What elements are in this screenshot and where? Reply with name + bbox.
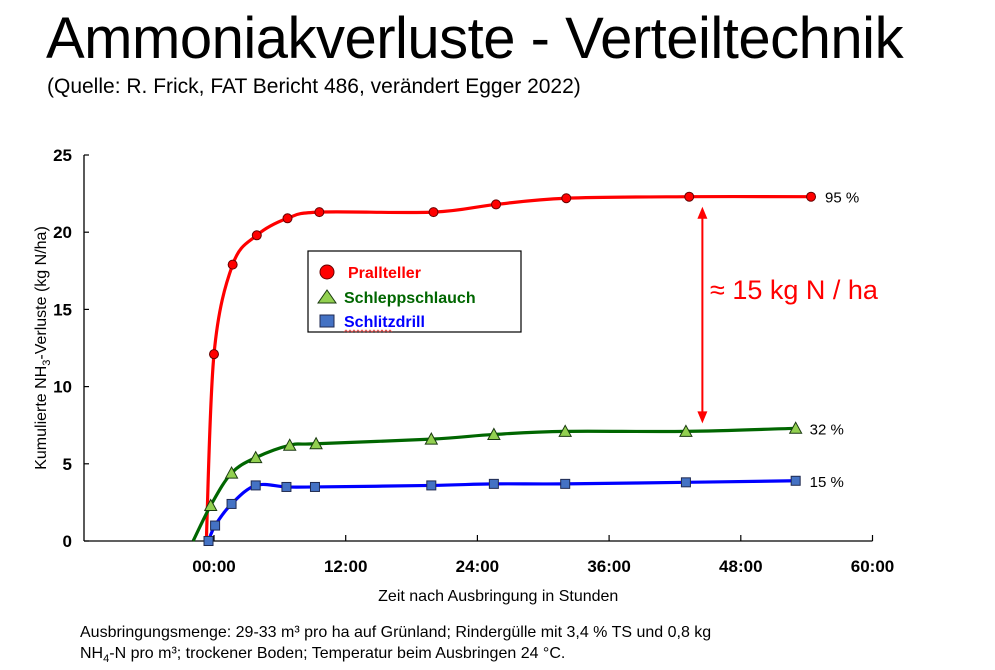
arrow-head-up-icon	[697, 206, 708, 219]
y-tick-label: 0	[63, 532, 72, 551]
data-point	[426, 480, 437, 491]
data-point	[209, 349, 219, 360]
legend-label-schleppschlauch: Schleppschlauch	[344, 290, 476, 307]
data-point	[424, 432, 439, 445]
data-point	[558, 424, 573, 437]
x-tick-label: 24:00	[456, 557, 499, 576]
y-tick-label: 10	[53, 378, 72, 397]
data-point	[210, 520, 221, 531]
data-point	[679, 424, 693, 437]
data-point	[561, 193, 572, 204]
x-tick-label: 12:00	[324, 557, 367, 576]
x-tick-label: 36:00	[587, 557, 630, 576]
chart-annotations: ≈ 15 kg N / ha	[697, 206, 879, 424]
data-point	[203, 498, 218, 511]
end-percent-label: 95 %	[825, 190, 859, 207]
data-point	[309, 436, 323, 450]
chart-legend: Prallteller Schleppschlauch Schlitzdrill	[307, 250, 522, 333]
data-point	[282, 213, 293, 224]
end-percent-label: 15 %	[810, 474, 844, 491]
data-point	[282, 438, 297, 451]
footnote-line-2: NH4-N pro m³; trockener Boden; Temperatu…	[80, 645, 566, 666]
spellcheck-underline	[343, 329, 393, 333]
data-point	[226, 498, 237, 509]
data-point	[790, 475, 801, 486]
legend-circle-icon	[319, 264, 335, 280]
chart-axes: 0 5 10 15 20 25 00:00 12:00 24:00 36:00 48:00 60:00…	[33, 146, 894, 605]
data-point	[684, 191, 695, 202]
x-tick-label: 00:00	[192, 557, 235, 576]
data-point	[281, 481, 292, 492]
data-point	[250, 480, 261, 491]
data-point	[806, 191, 817, 202]
difference-annotation: ≈ 15 kg N / ha	[710, 275, 879, 305]
data-point	[309, 481, 320, 492]
series-line-prallteller	[204, 194, 812, 542]
legend-square-icon	[319, 314, 335, 328]
data-point	[487, 427, 501, 440]
series-line-schlitzdrill	[207, 479, 796, 542]
data-point	[491, 199, 502, 210]
arrow-head-down-icon	[697, 411, 708, 424]
data-point	[248, 450, 263, 464]
data-point	[488, 478, 499, 489]
x-tick-label: 60:00	[851, 557, 894, 576]
legend-box	[307, 250, 522, 333]
slide-subtitle: (Quelle: R. Frick, FAT Bericht 486, verä…	[47, 75, 581, 98]
data-point	[227, 259, 238, 270]
data-point	[428, 207, 439, 218]
data-point	[224, 466, 239, 479]
data-point	[788, 421, 803, 434]
line-chart: 0 5 10 15 20 25 00:00 12:00 24:00 36:00 48:00 60:00…	[33, 146, 894, 605]
x-axis-title: Zeit nach Ausbringung in Stunden	[378, 588, 618, 605]
data-point	[251, 230, 262, 241]
data-point	[680, 477, 691, 488]
y-axis-title: Kumulierte NH3-Verluste (kg N/ha)	[33, 226, 53, 470]
data-point	[314, 207, 325, 218]
legend-label-prallteller: Prallteller	[348, 265, 421, 282]
legend-label-schlitzdrill: Schlitzdrill	[344, 314, 425, 331]
data-point	[560, 478, 571, 489]
slide-title: Ammoniakverluste - Verteiltechnik	[46, 6, 904, 71]
y-tick-label: 5	[63, 455, 72, 474]
end-percent-label: 32 %	[810, 421, 844, 438]
chart-markers: 95 % 32 % 15 %	[203, 190, 859, 546]
legend-triangle-icon	[317, 289, 337, 304]
y-tick-label: 25	[53, 146, 72, 165]
y-tick-label: 15	[53, 300, 72, 319]
footnote-line-1: Ausbringungsmenge: 29-33 m³ pro ha auf G…	[80, 624, 712, 641]
y-tick-label: 20	[53, 223, 72, 242]
data-point	[203, 536, 214, 546]
footnote: Ausbringungsmenge: 29-33 m³ pro ha auf G…	[80, 622, 880, 670]
x-tick-label: 48:00	[719, 557, 762, 576]
